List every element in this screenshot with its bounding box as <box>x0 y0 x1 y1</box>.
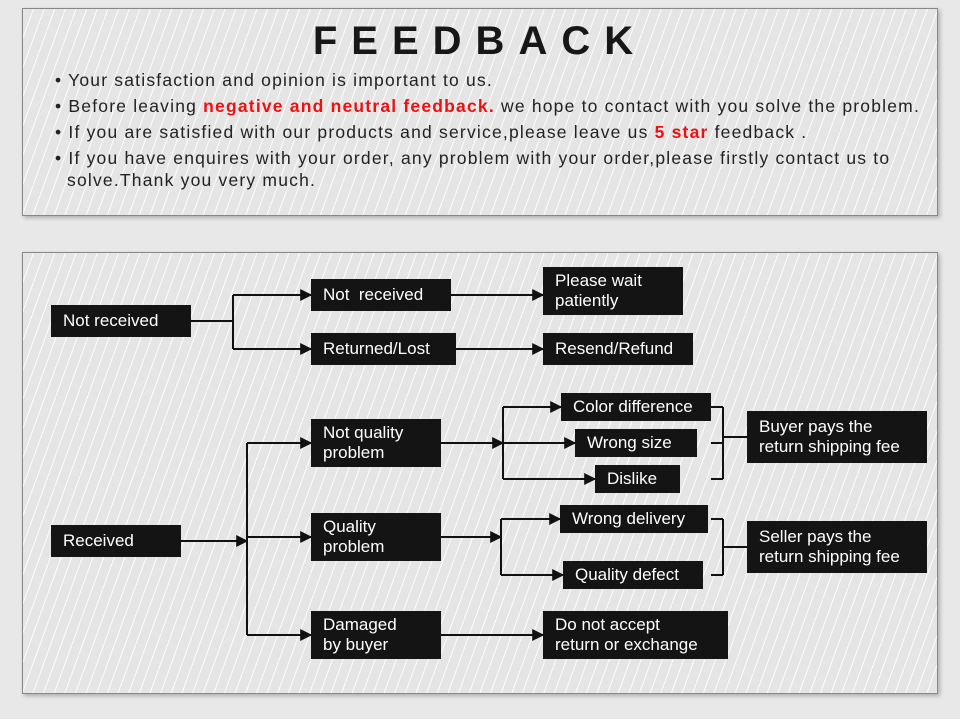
flow-node-nq-size: Wrong size <box>575 429 697 457</box>
flow-node-nq-dislike: Dislike <box>595 465 680 493</box>
flow-node-not-received-root: Not received <box>51 305 191 337</box>
flow-node-no-return: Do not accept return or exchange <box>543 611 728 659</box>
bullet-2: • Before leaving negative and neutral fe… <box>55 96 923 118</box>
flow-node-rc-quality: Quality problem <box>311 513 441 561</box>
bullet-2-post: we hope to contact with you solve the pr… <box>501 96 920 116</box>
flow-node-nr-wait: Please wait patiently <box>543 267 683 315</box>
bullet-2-pre: • Before leaving <box>55 96 203 116</box>
flow-node-q-delivery: Wrong delivery <box>560 505 708 533</box>
flow-node-q-defect: Quality defect <box>563 561 703 589</box>
flow-node-received-root: Received <box>51 525 181 557</box>
flow-node-nr-not-received: Not received <box>311 279 451 311</box>
bullet-2-red: negative and neutral feedback. <box>203 96 501 116</box>
flow-node-rc-not-quality: Not quality problem <box>311 419 441 467</box>
flow-node-nq-color: Color difference <box>561 393 711 421</box>
feedback-text-panel: FEEDBACK • Your satisfaction and opinion… <box>22 8 938 216</box>
feedback-flowchart-panel: Not received Not received Returned/Lost Ple… <box>22 252 938 694</box>
feedback-title: FEEDBACK <box>37 19 923 64</box>
flow-node-buyer-pays: Buyer pays the return shipping fee <box>747 411 927 463</box>
bullet-4: • If you have enquires with your order, … <box>55 148 923 192</box>
bullet-1: • Your satisfaction and opinion is impor… <box>55 70 923 92</box>
flow-node-seller-pays: Seller pays the return shipping fee <box>747 521 927 573</box>
flow-node-nr-returned: Returned/Lost <box>311 333 456 365</box>
bullet-3-pre: • If you are satisfied with our products… <box>55 122 655 142</box>
flow-node-rc-damaged: Damaged by buyer <box>311 611 441 659</box>
bullet-3-red: 5 star <box>655 122 715 142</box>
flow-node-nr-resend: Resend/Refund <box>543 333 693 365</box>
bullet-3-post: feedback . <box>715 122 808 142</box>
bullet-3: • If you are satisfied with our products… <box>55 122 923 144</box>
